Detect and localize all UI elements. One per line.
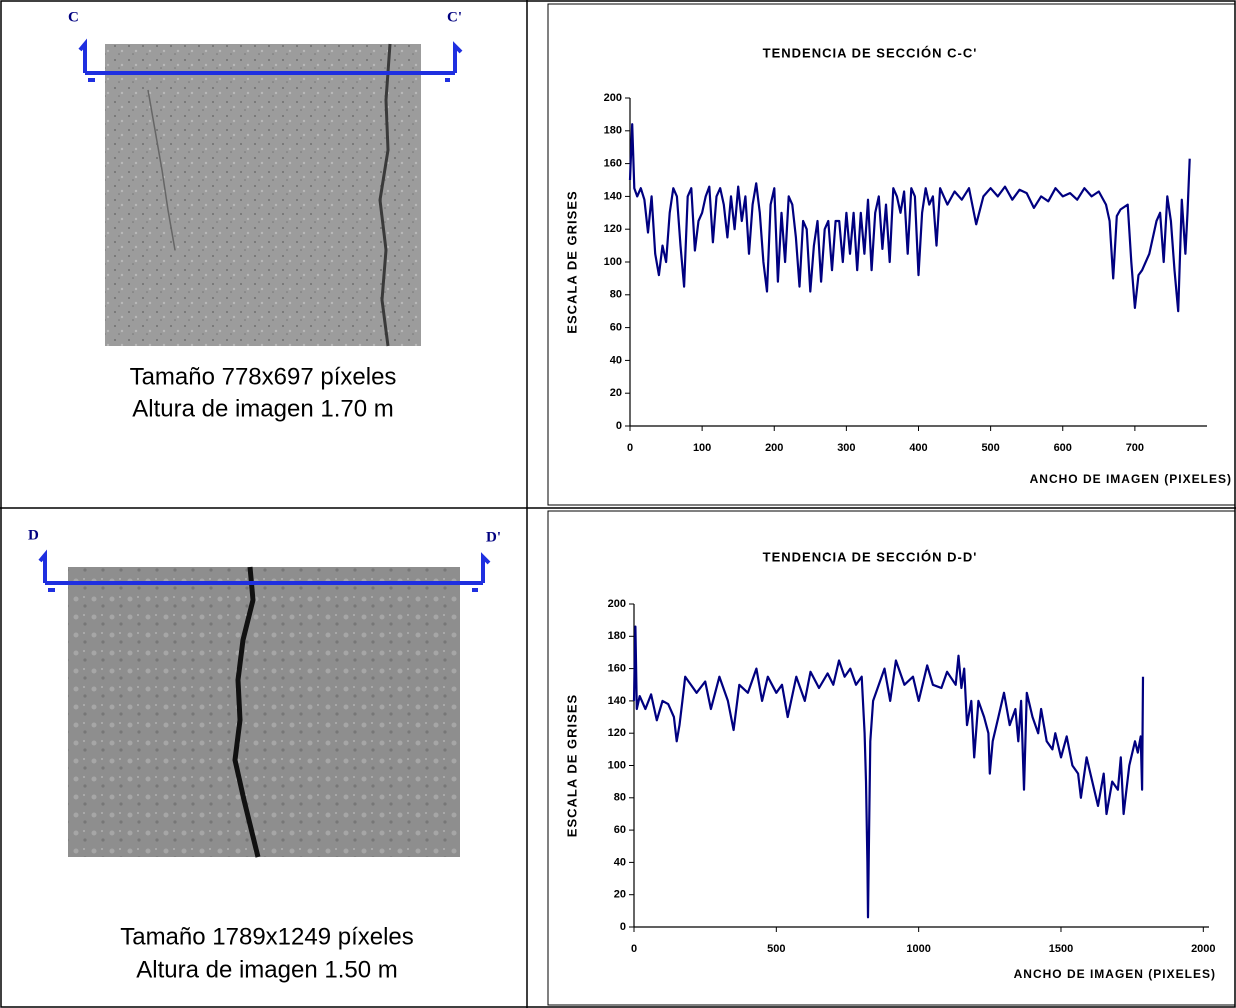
y-tick-label: 160	[608, 663, 626, 675]
section-bracket	[38, 549, 55, 592]
x-tick-label: 100	[693, 442, 711, 454]
section-mark: D	[28, 527, 39, 543]
x-tick-label: 400	[909, 442, 927, 454]
y-tick-label: 140	[608, 695, 626, 707]
y-tick-label: 160	[604, 158, 622, 170]
y-tick-label: 60	[610, 322, 622, 334]
chart-frame	[547, 3, 1236, 506]
x-tick-label: 1500	[1049, 943, 1073, 955]
x-tick-label: 500	[981, 442, 999, 454]
x-tick-label: 0	[631, 943, 637, 955]
y-tick-label: 180	[608, 630, 626, 642]
wall-photo	[68, 567, 460, 857]
y-tick-label: 120	[604, 223, 622, 235]
y-tick-label: 100	[604, 256, 622, 268]
data-line	[632, 625, 1145, 919]
section-mark: C'	[447, 9, 462, 25]
x-tick-label: 700	[1126, 442, 1144, 454]
y-tick-label: 180	[604, 125, 622, 137]
y-tick-label: 80	[610, 289, 622, 301]
caption: Altura de imagen 1.50 m	[136, 956, 397, 983]
x-tick-label: 0	[627, 442, 633, 454]
y-tick-label: 80	[614, 792, 626, 804]
section-bracket	[445, 41, 463, 82]
x-tick-label: 300	[837, 442, 855, 454]
chart-frame	[547, 510, 1236, 1006]
y-tick-label: 20	[614, 889, 626, 901]
y-axis-label: ESCALA DE GRISES	[564, 190, 579, 333]
y-tick-label: 0	[620, 921, 626, 933]
chart-title: TENDENCIA DE SECCIÓN D-D'	[763, 549, 978, 564]
section-mark: C	[68, 9, 79, 25]
y-tick-label: 120	[608, 727, 626, 739]
x-tick-label: 200	[765, 442, 783, 454]
y-tick-label: 40	[610, 354, 622, 366]
crack	[232, 566, 261, 858]
wall-photo	[105, 44, 421, 346]
caption: Tamaño 778x697 píxeles	[130, 363, 397, 390]
y-tick-label: 40	[614, 856, 626, 868]
y-tick-label: 100	[608, 759, 626, 771]
section-mark: D'	[486, 529, 501, 545]
chart-title: TENDENCIA DE SECCIÓN C-C'	[763, 45, 978, 60]
crack	[147, 89, 176, 251]
section-bracket	[472, 552, 491, 592]
y-tick-label: 60	[614, 824, 626, 836]
x-tick-label: 1000	[906, 943, 930, 955]
data-line	[628, 123, 1191, 313]
y-tick-label: 200	[608, 598, 626, 610]
y-axis-label: ESCALA DE GRISES	[564, 694, 579, 837]
x-tick-label: 500	[767, 943, 785, 955]
section-bracket	[78, 38, 95, 82]
y-tick-label: 200	[604, 92, 622, 104]
x-axis-label: ANCHO DE IMAGEN (PIXELES)	[1014, 967, 1216, 981]
crack	[378, 43, 392, 347]
y-tick-label: 0	[616, 420, 622, 432]
x-tick-label: 2000	[1191, 943, 1215, 955]
caption: Tamaño 1789x1249 píxeles	[120, 923, 414, 950]
y-tick-label: 20	[610, 387, 622, 399]
caption: Altura de imagen 1.70 m	[132, 395, 393, 422]
x-tick-label: 600	[1054, 442, 1072, 454]
x-axis-label: ANCHO DE IMAGEN (PIXELES)	[1030, 472, 1232, 486]
y-tick-label: 140	[604, 190, 622, 202]
